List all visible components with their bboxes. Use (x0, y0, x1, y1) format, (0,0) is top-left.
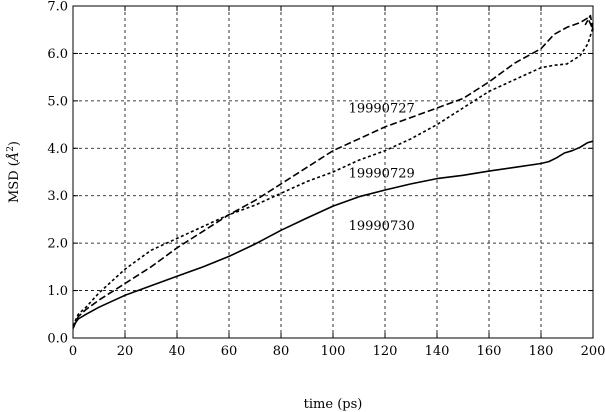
y-axis-label-superscript: 2 (6, 146, 16, 152)
x-tick-label: 80 (273, 344, 290, 359)
x-tick-label: 100 (321, 344, 346, 359)
series-label-19990730: 19990730 (349, 219, 415, 234)
y-tick-label: 0.0 (47, 332, 68, 347)
series-lines (72, 14, 594, 329)
y-axis-label-suffix: ) (7, 141, 22, 146)
grid (73, 6, 593, 338)
x-tick-label: 180 (529, 344, 554, 359)
x-tick-label: 160 (477, 344, 502, 359)
series-label-19990729: 19990729 (349, 167, 415, 182)
x-tick-label: 20 (117, 344, 134, 359)
y-axis-label-unit: Å (6, 152, 22, 163)
series-labels: 19990727 19990729 19990730 (349, 102, 415, 234)
series-line-19990727 (72, 14, 594, 329)
y-tick-label: 5.0 (47, 94, 68, 109)
y-tick-label: 1.0 (47, 284, 68, 299)
series-line-19990729 (72, 27, 594, 327)
axis-ticks: 0 20 40 60 80 100 120 140 160 180 200 0.0 1.0 2.0 3.0 4… (47, 0, 605, 359)
y-tick-label: 4.0 (47, 142, 68, 157)
x-axis-label: time (ps) (304, 397, 363, 412)
y-tick-label: 3.0 (47, 189, 68, 204)
x-tick-label: 120 (373, 344, 398, 359)
y-tick-label: 2.0 (47, 237, 68, 252)
x-tick-label: 200 (581, 344, 605, 359)
x-tick-label: 40 (169, 344, 186, 359)
x-tick-label: 140 (425, 344, 450, 359)
x-tick-label: 0 (69, 344, 77, 359)
y-tick-label: 7.0 (47, 0, 68, 15)
x-tick-label: 60 (221, 344, 238, 359)
y-axis-label-prefix: MSD ( (7, 161, 22, 203)
y-axis-label: MSD (Å2) (6, 141, 22, 203)
series-line-19990730 (72, 140, 594, 327)
y-tick-label: 6.0 (47, 47, 68, 62)
series-label-19990727: 19990727 (349, 102, 415, 117)
